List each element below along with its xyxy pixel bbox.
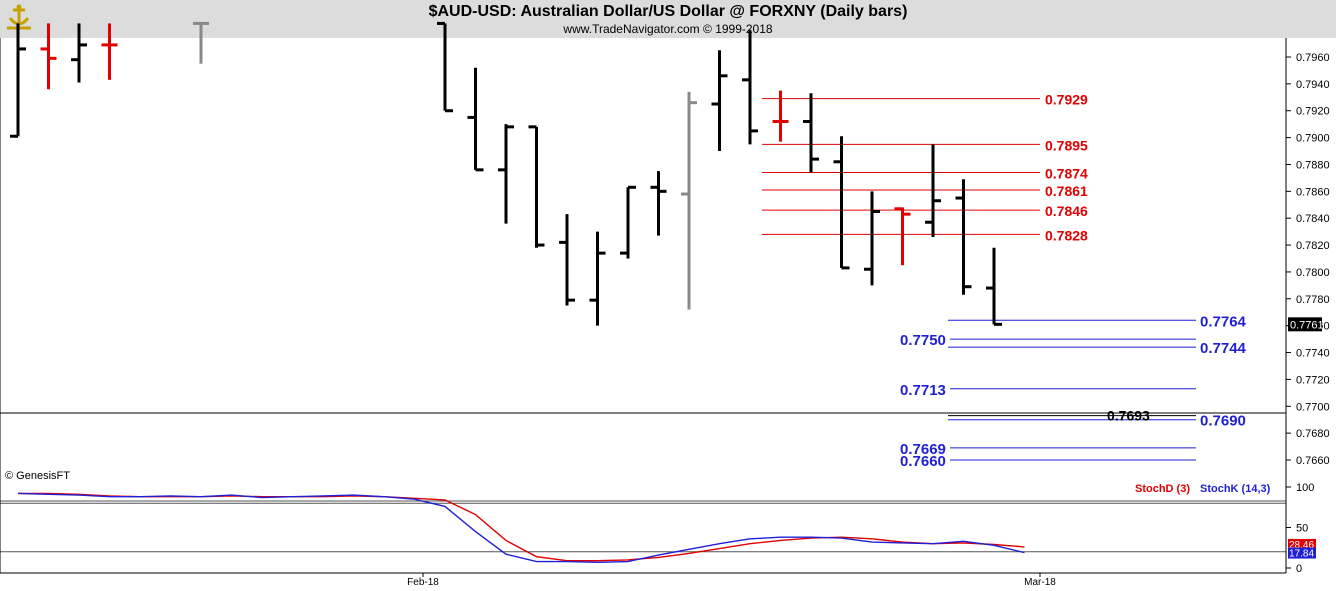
ohlc-bar — [711, 50, 728, 152]
price-tick-label: 0.7720 — [1296, 374, 1330, 386]
red-level-label: 0.7929 — [1045, 92, 1088, 108]
price-tick-label: 0.7880 — [1296, 159, 1330, 171]
x-tick-label: Feb-18 — [407, 577, 439, 588]
stoch-last-value-label: 28.46 — [1289, 540, 1314, 551]
ohlc-bar — [986, 247, 1002, 326]
stoch-legend-entry: StochD (3) — [1135, 483, 1190, 495]
red-level-label: 0.7895 — [1045, 137, 1088, 153]
x-tick-label: Mar-18 — [1024, 577, 1056, 588]
ohlc-bar — [528, 125, 545, 248]
red-level-label: 0.7861 — [1045, 183, 1088, 199]
last-price-badge — [1288, 317, 1322, 332]
price-tick-label: 0.7920 — [1296, 106, 1330, 118]
ohlc-bar — [193, 21, 209, 64]
axes: 0.7960 0.7940 0.7920 0.7900 0.7880 0.7860 0.78… — [0, 38, 1336, 591]
red-level-label: 0.7846 — [1045, 203, 1088, 219]
blue-level-label: 0.7713 — [900, 382, 946, 399]
stoch-tick-label: 0 — [1296, 563, 1302, 575]
price-tick-label: 0.7780 — [1296, 294, 1330, 306]
price-tick-label: 0.7960 — [1296, 52, 1330, 64]
ohlc-bar — [559, 214, 575, 306]
ohlc-bar — [925, 144, 941, 238]
stoch-tick-label: 50 — [1296, 523, 1308, 535]
y-axis-panel — [1286, 38, 1336, 591]
price-tick-label: 0.7900 — [1296, 133, 1330, 145]
ohlc-bar — [437, 21, 453, 113]
ohlc-bar — [101, 23, 118, 80]
ohlc-bar — [864, 191, 880, 286]
ohlc-bar — [681, 91, 697, 310]
ohlc-bar — [894, 207, 911, 266]
price-tick-label: 0.7800 — [1296, 267, 1330, 279]
ohlc-bar — [467, 67, 484, 172]
blue-level-label: 0.7690 — [1200, 413, 1246, 430]
stoch-series-line — [17, 492, 1025, 564]
last-price-label: 0.7761 — [1290, 319, 1324, 331]
chart-title: $AUD-USD: Australian Dollar/US Dollar @ … — [428, 3, 908, 20]
chart-header: $AUD-USD: Australian Dollar/US Dollar @ … — [0, 0, 1336, 38]
price-tick-label: 0.7700 — [1296, 401, 1330, 413]
chart-subtitle: www.TradeNavigator.com © 1999-2018 — [563, 22, 773, 36]
blue-level-label: 0.7744 — [1200, 340, 1247, 357]
price-tick-label: 0.7940 — [1296, 79, 1330, 91]
ohlc-bar — [589, 231, 606, 326]
ohlc-bar — [620, 185, 636, 259]
stoch-legend-entry: StochK (14,3) — [1200, 483, 1271, 495]
price-tick-label: 0.7840 — [1296, 213, 1330, 225]
stochastic-pane: © GenesisFT StochD (3) StochK (14,3) — [0, 470, 1286, 564]
ohlc-bar — [833, 136, 850, 270]
genesis-watermark: © GenesisFT — [5, 470, 70, 482]
ohlc-bar — [742, 30, 758, 145]
ohlc-bar — [40, 23, 57, 90]
ohlc-bar — [772, 90, 789, 142]
ohlc-bar — [650, 171, 667, 236]
stoch-last-value-badge — [1288, 538, 1316, 550]
price-tick-label: 0.7820 — [1296, 240, 1330, 252]
ohlc-bar — [71, 23, 87, 83]
stoch-tick-label: 100 — [1296, 482, 1314, 494]
ohlc-bar — [803, 93, 819, 173]
blue-level-label: 0.7660 — [900, 453, 946, 470]
ohlc-bar — [955, 179, 972, 295]
ohlc-bar — [498, 124, 514, 224]
stoch-last-value-label: 17.84 — [1289, 549, 1314, 560]
red-level-label: 0.7828 — [1045, 227, 1088, 243]
blue-level-label: 0.7669 — [900, 441, 946, 458]
trade-navigator-logo-icon — [7, 4, 31, 30]
price-tick-label: 0.7680 — [1296, 428, 1330, 440]
red-level-label: 0.7874 — [1045, 166, 1088, 182]
ohlc-bar — [10, 23, 26, 138]
blue-level-label: 0.7750 — [900, 332, 946, 349]
black-level-label: 0.7693 — [1107, 408, 1150, 424]
stoch-last-value-badge — [1288, 547, 1316, 559]
price-tick-label: 0.7660 — [1296, 455, 1330, 467]
price-tick-label: 0.7860 — [1296, 186, 1330, 198]
blue-level-label: 0.7764 — [1200, 313, 1247, 330]
price-tick-label: 0.7740 — [1296, 348, 1330, 360]
